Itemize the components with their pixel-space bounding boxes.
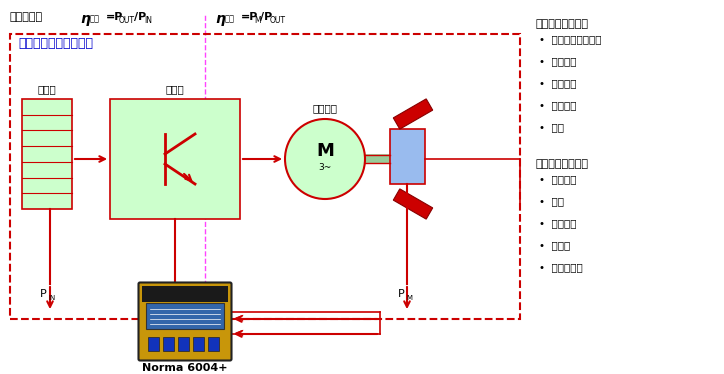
Text: <: < xyxy=(234,312,245,325)
Text: 驱动电机: 驱动电机 xyxy=(313,103,337,113)
Bar xyxy=(178,337,189,351)
Text: OUT: OUT xyxy=(270,16,286,25)
Text: 电池组: 电池组 xyxy=(38,84,56,94)
Text: =P: =P xyxy=(106,12,123,22)
Text: P: P xyxy=(398,289,405,299)
Text: =P: =P xyxy=(241,12,258,22)
Bar xyxy=(393,99,433,129)
Text: 电机的输出参数：: 电机的输出参数： xyxy=(535,159,588,169)
Bar xyxy=(390,129,425,184)
Text: 3~: 3~ xyxy=(319,162,332,172)
Text: •  功率因数: • 功率因数 xyxy=(539,78,576,88)
Text: η: η xyxy=(80,12,90,26)
Text: Norma 6004+: Norma 6004+ xyxy=(142,363,228,373)
Text: 控制器: 控制器 xyxy=(166,84,185,94)
Bar xyxy=(110,99,240,219)
Text: •  电机的效率: • 电机的效率 xyxy=(539,262,583,272)
Text: •  浪涌电流: • 浪涌电流 xyxy=(539,100,576,110)
Text: <: < xyxy=(234,327,245,340)
Text: OUT: OUT xyxy=(119,16,135,25)
Text: M: M xyxy=(406,295,412,301)
Bar xyxy=(146,303,224,329)
Bar xyxy=(142,286,228,302)
Text: P: P xyxy=(162,289,169,299)
Text: •  机械功率: • 机械功率 xyxy=(539,218,576,228)
Text: IN: IN xyxy=(144,16,152,25)
Bar xyxy=(10,34,520,319)
Text: OUT: OUT xyxy=(172,295,187,301)
Text: 电机: 电机 xyxy=(225,14,235,23)
Text: •  谐波含量: • 谐波含量 xyxy=(539,56,576,66)
Bar xyxy=(163,337,174,351)
FancyBboxPatch shape xyxy=(138,282,232,361)
Text: M: M xyxy=(316,142,334,160)
Text: •  频率: • 频率 xyxy=(539,122,564,132)
Text: •  输出扭矩: • 输出扭矩 xyxy=(539,174,576,184)
Text: M: M xyxy=(254,16,261,25)
Bar xyxy=(193,337,204,351)
Bar xyxy=(148,337,159,351)
Text: 电机的输入参数：: 电机的输入参数： xyxy=(535,19,588,29)
Text: /P: /P xyxy=(260,12,272,22)
Text: P: P xyxy=(40,289,47,299)
Text: •  转速: • 转速 xyxy=(539,196,564,206)
Text: 效率检测：: 效率检测： xyxy=(10,12,43,22)
Circle shape xyxy=(285,119,365,199)
Text: /P: /P xyxy=(134,12,146,22)
Text: 电动汽车驱动控制系统: 电动汽车驱动控制系统 xyxy=(18,37,93,50)
Bar xyxy=(393,189,433,219)
Text: IN: IN xyxy=(48,295,55,301)
Text: •  转差率: • 转差率 xyxy=(539,240,571,250)
Text: 逆变: 逆变 xyxy=(90,14,100,23)
Text: •  输入功率（基波）: • 输入功率（基波） xyxy=(539,34,602,44)
Bar xyxy=(208,337,219,351)
Text: η: η xyxy=(215,12,225,26)
Bar xyxy=(22,99,72,209)
